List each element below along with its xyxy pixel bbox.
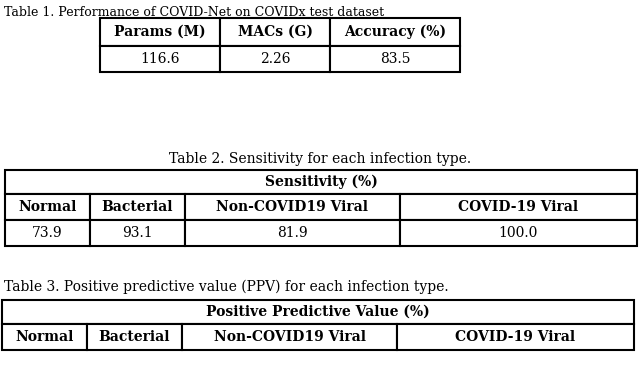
Bar: [220, 46, 330, 72]
Text: Positive Predictive Value (%): Positive Predictive Value (%): [206, 305, 430, 319]
Bar: [220, 18, 330, 46]
Bar: [100, 46, 220, 72]
Text: Normal: Normal: [15, 330, 74, 344]
Text: COVID-19 Viral: COVID-19 Viral: [458, 200, 579, 214]
Bar: [87, 324, 182, 350]
Bar: [5, 194, 90, 220]
Text: 73.9: 73.9: [32, 226, 63, 240]
Text: MACs (G): MACs (G): [237, 25, 312, 39]
Bar: [397, 324, 634, 350]
Text: COVID-19 Viral: COVID-19 Viral: [456, 330, 575, 344]
Text: 81.9: 81.9: [277, 226, 308, 240]
Text: Non-COVID19 Viral: Non-COVID19 Viral: [216, 200, 369, 214]
Text: Table 2. Sensitivity for each infection type.: Table 2. Sensitivity for each infection …: [169, 152, 471, 166]
Bar: [5, 170, 637, 194]
Bar: [90, 194, 185, 220]
Text: 100.0: 100.0: [499, 226, 538, 240]
Bar: [182, 324, 397, 350]
Text: 116.6: 116.6: [140, 52, 180, 66]
Text: Table 3. Positive predictive value (PPV) for each infection type.: Table 3. Positive predictive value (PPV)…: [4, 280, 449, 295]
Text: Sensitivity (%): Sensitivity (%): [264, 175, 378, 189]
Bar: [5, 220, 90, 246]
Text: Table 1. Performance of COVID-Net on COVIDx test dataset: Table 1. Performance of COVID-Net on COV…: [4, 6, 384, 19]
Text: Non-COVID19 Viral: Non-COVID19 Viral: [214, 330, 365, 344]
Bar: [400, 194, 637, 220]
Text: Bacterial: Bacterial: [99, 330, 170, 344]
Bar: [330, 18, 460, 46]
Text: Normal: Normal: [19, 200, 77, 214]
Bar: [185, 194, 400, 220]
Bar: [2, 324, 87, 350]
Bar: [330, 46, 460, 72]
Text: 93.1: 93.1: [122, 226, 153, 240]
Text: 2.26: 2.26: [260, 52, 291, 66]
Bar: [100, 18, 220, 46]
Text: 83.5: 83.5: [380, 52, 410, 66]
Text: Bacterial: Bacterial: [102, 200, 173, 214]
Bar: [400, 220, 637, 246]
Text: Params (M): Params (M): [114, 25, 206, 39]
Bar: [185, 220, 400, 246]
Bar: [90, 220, 185, 246]
Bar: [2, 300, 634, 324]
Text: Accuracy (%): Accuracy (%): [344, 25, 446, 39]
